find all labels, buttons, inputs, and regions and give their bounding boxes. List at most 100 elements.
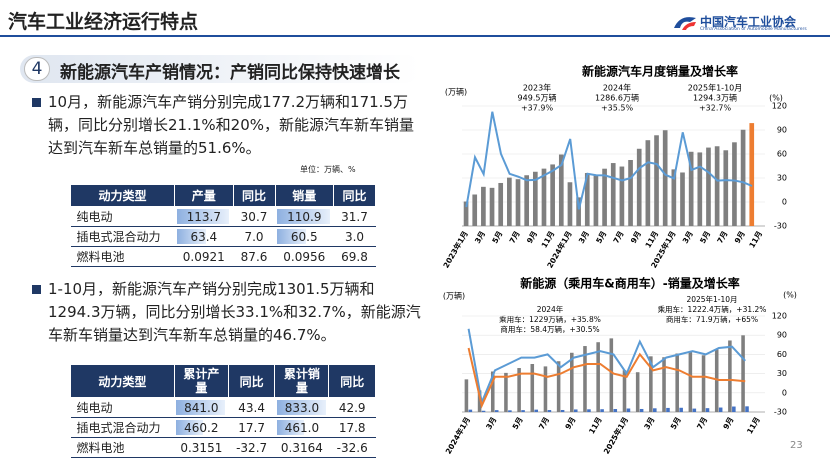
table-cell: 燃料电池 — [70, 246, 175, 267]
annotation: 商用车：58.4万辆，+30.5% — [500, 324, 599, 334]
bar — [498, 182, 504, 226]
data-bar — [277, 229, 306, 244]
table-cell: 43.4 — [228, 397, 275, 418]
bar — [494, 410, 499, 412]
table-row: 插电式混合动力 460.2 17.7 461.0 17.8 — [70, 417, 376, 438]
y-axis-label: (万辆) — [443, 291, 465, 301]
x-tick-label: 11月 — [540, 230, 557, 250]
bar — [609, 338, 614, 412]
cell-text: 纯电动 — [76, 401, 113, 415]
annotation: 乘用车：1229万辆，+35.8% — [499, 314, 601, 324]
x-tick-label: 9月 — [629, 230, 643, 246]
bar — [584, 173, 590, 226]
bullet — [32, 98, 41, 107]
table-row: 纯电动 841.0 43.4 833.0 42.9 — [70, 397, 376, 418]
table-cell: 0.3151 — [174, 437, 229, 458]
bar — [628, 160, 633, 226]
bar — [679, 407, 683, 412]
bar — [610, 163, 616, 226]
bar — [728, 340, 732, 412]
y2-tick-label: 60 — [777, 150, 787, 159]
x-tick-label: 2024年1月 — [443, 415, 472, 456]
bar — [688, 151, 694, 226]
bar — [666, 407, 670, 412]
cell-text: 833.0 — [284, 400, 320, 415]
bar — [654, 135, 659, 226]
x-tick-label: 7月 — [715, 230, 729, 246]
cell-text: 460.2 — [184, 420, 219, 435]
x-tick-label: 3月 — [473, 230, 487, 246]
bar — [718, 407, 723, 412]
bar — [639, 408, 644, 412]
column-header: 同比 — [333, 184, 376, 207]
chart-title: 新能源（乘用车&商用车）-销量及增长率 — [520, 276, 739, 291]
data-bar — [276, 400, 326, 415]
bar — [573, 409, 578, 412]
table-cell: 7.0 — [233, 226, 276, 247]
bar — [541, 168, 547, 226]
annotation: 1294.3万辆 — [693, 93, 737, 103]
table-row: 插电式混合动力 63.4 7.0 60.5 3.0 — [70, 226, 376, 247]
bar — [596, 342, 600, 412]
data-table: 动力类型 产量 同比 销量 同比 纯电动 113.7 30.7 110.9 31.7 插电式混合动力… — [69, 184, 376, 267]
bar — [481, 186, 486, 226]
annotation: +35.5% — [601, 104, 634, 113]
bar — [567, 182, 573, 226]
annotation: 949.5万辆 — [518, 93, 557, 103]
table-cell: 纯电动 — [70, 397, 175, 418]
column-header: 产量 — [174, 184, 234, 207]
bar — [463, 201, 469, 226]
x-tick-label: 11月 — [747, 230, 764, 250]
cell-text: 0.3151 — [180, 440, 223, 455]
x-tick-label: 9月 — [525, 230, 539, 246]
table-row: 燃料电池 0.0921 87.6 0.0956 69.8 — [70, 246, 376, 267]
bar — [636, 148, 642, 226]
cell-text: -32.7 — [236, 440, 268, 455]
cell-text: 0.0956 — [283, 249, 326, 264]
logo-mark — [674, 17, 696, 30]
bar — [524, 175, 530, 226]
header-row: 动力类型 累计产量 同比 累计销量 同比 — [70, 364, 376, 398]
data-bar — [176, 229, 206, 244]
annotation: 2025年1-10月 — [688, 83, 743, 93]
annotation: 乘用车：1222.4万辆，+31.2% — [658, 304, 767, 314]
bar — [593, 175, 599, 226]
cell-text: 30.7 — [240, 209, 268, 224]
cell-text: 3.0 — [344, 229, 365, 244]
bar — [543, 366, 548, 412]
x-tick-label: 3月 — [577, 230, 591, 246]
x-tick-label: 11月 — [745, 416, 762, 436]
bar — [613, 409, 618, 412]
cell-text: -32.6 — [336, 440, 368, 455]
cell-text: 7.0 — [244, 229, 264, 244]
x-tick-label: 3月 — [681, 230, 695, 246]
bar — [701, 355, 706, 412]
bar — [587, 409, 591, 412]
bar — [622, 370, 627, 412]
bar — [626, 408, 631, 412]
cell-text: 110.9 — [287, 209, 322, 224]
line — [465, 111, 753, 210]
bar — [706, 147, 711, 226]
table-cell: 插电式混合动力 — [70, 417, 175, 438]
y2-tick-label: 90 — [777, 126, 787, 135]
x-tick-label: 3月 — [484, 416, 498, 432]
x-tick-label: 7月 — [537, 416, 551, 432]
bar — [732, 142, 737, 226]
table-cell: 插电式混合动力 — [70, 226, 175, 247]
data-bar — [176, 209, 230, 224]
unit-note: 单位：万辆、% — [300, 165, 356, 174]
table-cell: 841.0 — [174, 397, 229, 418]
cell-text: 63.4 — [190, 229, 218, 244]
x-tick-label: 5月 — [594, 230, 608, 246]
column-header: 同比 — [232, 184, 276, 207]
cell-text: 纯电动 — [76, 210, 113, 224]
column-header: 同比 — [227, 364, 276, 398]
bar — [472, 194, 478, 226]
cell-text: 87.6 — [240, 249, 268, 264]
bar — [583, 346, 587, 412]
bar — [521, 410, 525, 412]
bar — [714, 349, 719, 412]
column-header: 累计产量 — [173, 364, 229, 398]
